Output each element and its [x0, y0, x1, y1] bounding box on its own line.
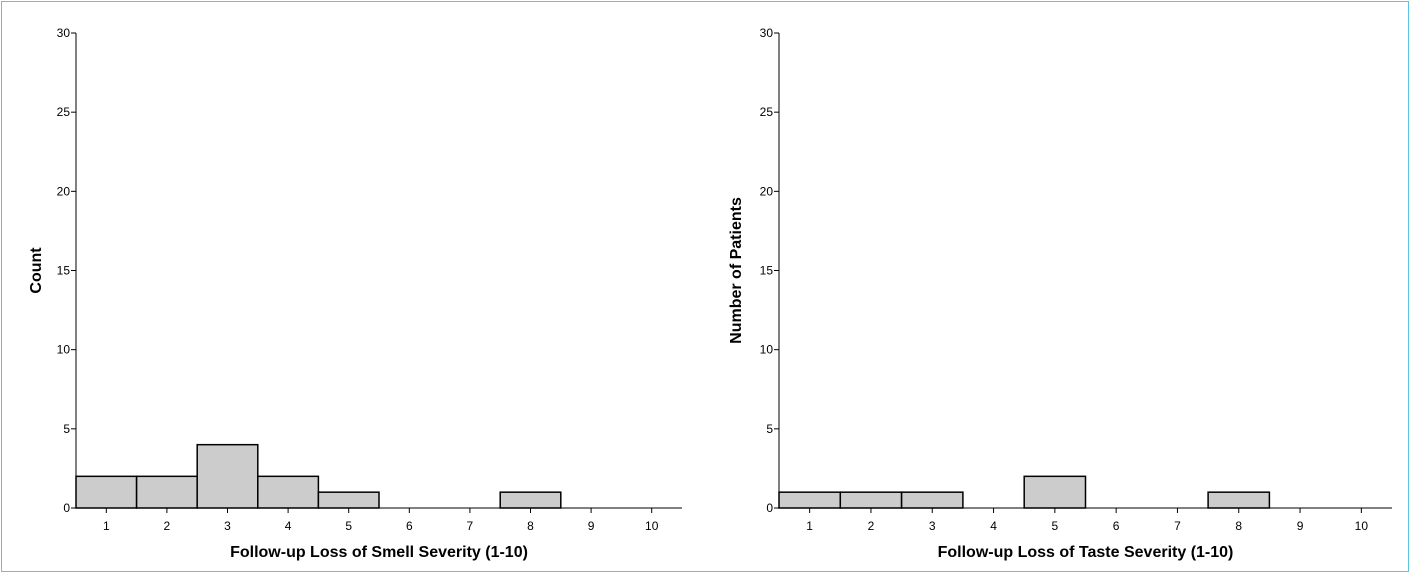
y-axis-title: Count: [28, 247, 45, 294]
x-tick-label: 9: [1297, 519, 1304, 533]
taste-severity-histogram: 0 5 10 15 20 25 30 1 2 3 4 5 6 7 8 9 10 Follow-up Loss …: [728, 26, 1392, 561]
x-tick-label: 7: [467, 519, 474, 533]
bars: [778, 475, 1271, 509]
x-tick-label: 9: [588, 519, 595, 533]
smell-severity-histogram: 0 5 10 15 20 25 30 1 2 3 4 5 6 7 8 9 10 Follow-up Loss …: [28, 26, 682, 561]
bar-4: [257, 475, 320, 509]
x-tick-labels: 1 2 3 4 5 6 7 8 9 10: [806, 519, 1368, 533]
y-tick-label: 5: [63, 422, 70, 436]
axes: [774, 32, 1392, 513]
y-tick-label: 10: [760, 343, 774, 357]
x-tick-label: 6: [406, 519, 413, 533]
axes: [71, 32, 682, 513]
x-tick-label: 2: [164, 519, 171, 533]
y-tick-label: 25: [57, 105, 71, 119]
y-tick-labels: 0 5 10 15 20 25 30: [57, 26, 71, 515]
x-tick-labels: 1 2 3 4 5 6 7 8 9 10: [103, 519, 659, 533]
y-tick-label: 20: [760, 184, 774, 198]
y-tick-labels: 0 5 10 15 20 25 30: [760, 26, 774, 515]
x-tick-label: 8: [527, 519, 534, 533]
bar-8: [1207, 491, 1271, 509]
y-tick-label: 5: [766, 422, 773, 436]
bar-5: [317, 491, 380, 509]
bars: [75, 443, 562, 509]
y-tick-label: 30: [57, 26, 71, 40]
y-tick-label: 15: [57, 264, 71, 278]
y-tick-label: 20: [57, 184, 71, 198]
x-tick-label: 4: [990, 519, 997, 533]
x-axis-title: Follow-up Loss of Taste Severity (1-10): [938, 544, 1234, 561]
x-tick-label: 4: [285, 519, 292, 533]
y-axis-title: Number of Patients: [728, 197, 745, 344]
x-tick-label: 5: [1052, 519, 1059, 533]
y-tick-label: 10: [57, 343, 71, 357]
x-tick-label: 8: [1235, 519, 1242, 533]
x-tick-label: 10: [645, 519, 659, 533]
bar-1: [75, 475, 138, 509]
x-tick-label: 3: [224, 519, 231, 533]
x-tick-label: 3: [929, 519, 936, 533]
x-axis-title: Follow-up Loss of Smell Severity (1-10): [230, 544, 528, 561]
bar-5: [1023, 475, 1087, 509]
x-tick-label: 6: [1113, 519, 1120, 533]
x-tick-label: 1: [806, 519, 813, 533]
bar-3: [900, 491, 964, 509]
bar-3: [196, 443, 259, 509]
y-tick-label: 25: [760, 105, 774, 119]
y-tick-label: 15: [760, 264, 774, 278]
x-tick-label: 1: [103, 519, 110, 533]
y-tick-label: 0: [63, 501, 70, 515]
x-tick-label: 7: [1174, 519, 1181, 533]
bar-2: [135, 475, 198, 509]
y-tick-label: 0: [766, 501, 773, 515]
x-tick-label: 5: [345, 519, 352, 533]
x-tick-label: 2: [868, 519, 875, 533]
y-tick-label: 30: [760, 26, 774, 40]
bar-1: [778, 491, 842, 509]
bar-8: [499, 491, 562, 509]
bar-2: [839, 491, 903, 509]
x-tick-label: 10: [1355, 519, 1369, 533]
